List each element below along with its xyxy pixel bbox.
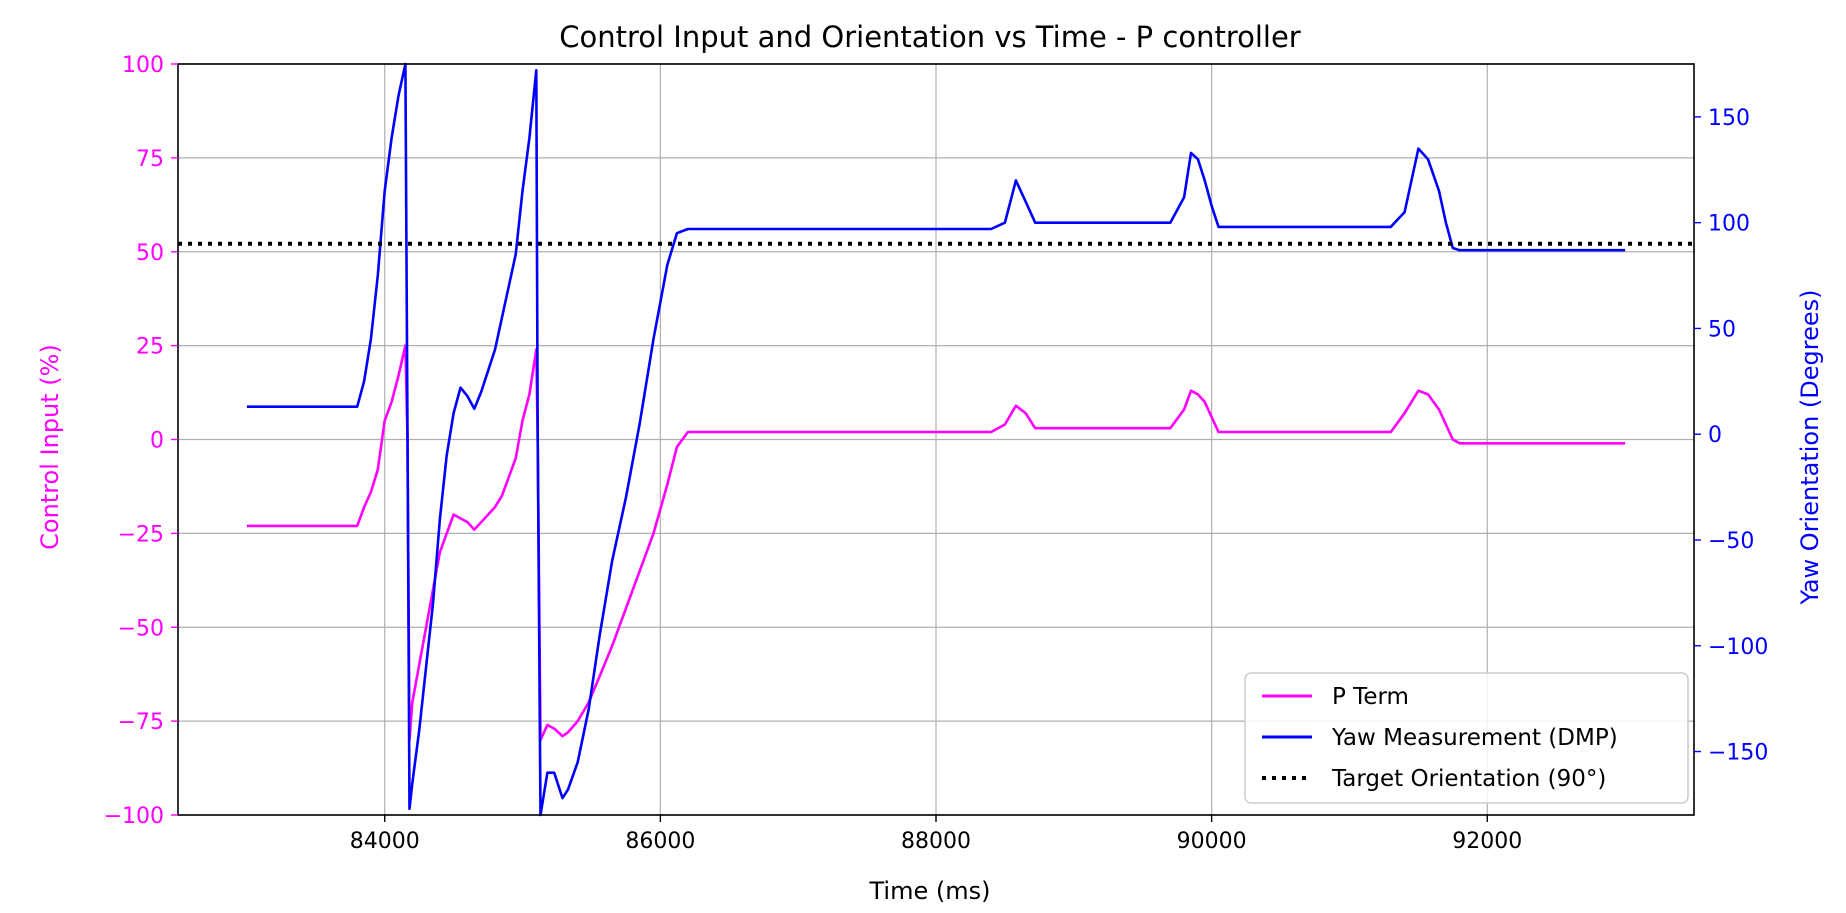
x-tick-label: 86000 [625,829,695,854]
series [178,62,1694,817]
left-y-tick-label: −75 [118,710,164,735]
right-y-tick-label: 100 [1708,212,1750,237]
ticks: 84000 86000 88000 90000 92000 −100 −75 −50 −25 0 2… [104,53,1769,854]
legend: P Term Yaw Measurement (DMP) Target Orie… [1244,672,1689,804]
right-y-axis-label: Yaw Orientation (Degrees) [1796,289,1824,605]
left-y-tick-label: −25 [118,522,164,547]
legend-label-yaw-measurement: Yaw Measurement (DMP) [1331,725,1618,751]
chart-title: Control Input and Orientation vs Time - … [559,20,1301,54]
yaw-measurement-line [246,62,1626,817]
p-term-line [246,344,1626,742]
right-y-tick-label: 50 [1708,317,1736,342]
right-y-tick-label: 0 [1708,423,1722,448]
left-y-tick-label: 0 [150,429,164,454]
x-tick-label: 88000 [901,829,971,854]
x-tick-label: 84000 [350,829,420,854]
left-y-tick-label: 50 [136,241,164,266]
x-axis-label: Time (ms) [869,877,991,905]
left-y-tick-label: −50 [118,616,164,641]
right-y-tick-label: 150 [1708,106,1750,131]
right-y-tick-label: −100 [1708,635,1768,660]
legend-box [1244,672,1689,804]
left-y-tick-label: −100 [104,804,164,829]
x-tick-label: 92000 [1452,829,1522,854]
legend-label-p-term: P Term [1332,684,1409,710]
right-y-tick-label: −150 [1708,741,1768,766]
x-tick-label: 90000 [1177,829,1247,854]
left-y-tick-label: 75 [136,147,164,172]
left-y-tick-label: 25 [136,335,164,360]
left-y-axis-label: Control Input (%) [36,344,64,550]
legend-label-target-orientation: Target Orientation (90°) [1331,766,1606,792]
right-y-tick-label: −50 [1708,529,1754,554]
left-y-tick-label: 100 [122,53,164,78]
